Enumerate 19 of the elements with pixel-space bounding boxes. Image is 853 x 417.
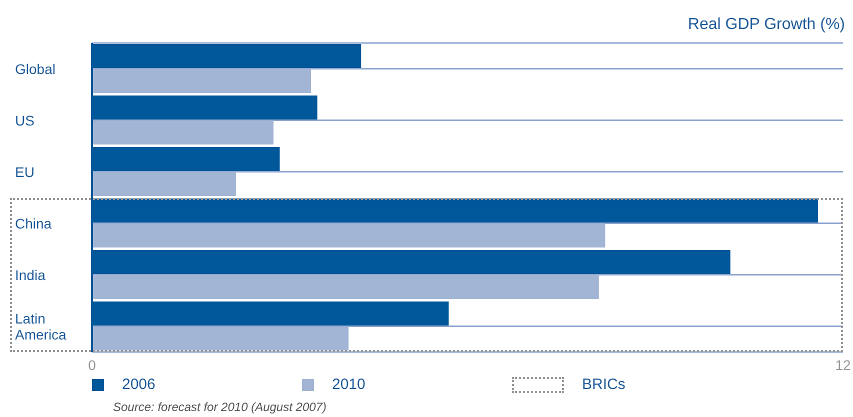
- bar: [92, 326, 349, 350]
- source-note: Source: forecast for 2010 (August 2007): [113, 400, 326, 414]
- chart-title: Real GDP Growth (%): [688, 16, 845, 34]
- bar: [92, 224, 606, 248]
- bar: [92, 275, 599, 299]
- x-tick-label: 12: [835, 356, 851, 373]
- y-tick-label: EU: [15, 164, 34, 180]
- legend-label: 2006: [122, 376, 156, 393]
- text: BRICs: [582, 376, 626, 393]
- y-tick-label: India: [15, 266, 46, 283]
- y-tick-label: Latin America: [15, 310, 67, 342]
- y-tick-label: Global: [15, 60, 56, 77]
- bar: [92, 120, 274, 144]
- y-tick-label: US: [15, 112, 34, 128]
- x-tick-label: 0: [88, 356, 96, 373]
- bar: [92, 69, 312, 93]
- y-tick-label: China: [15, 215, 52, 232]
- bar: [92, 172, 236, 196]
- legend-label: 2010: [332, 376, 366, 393]
